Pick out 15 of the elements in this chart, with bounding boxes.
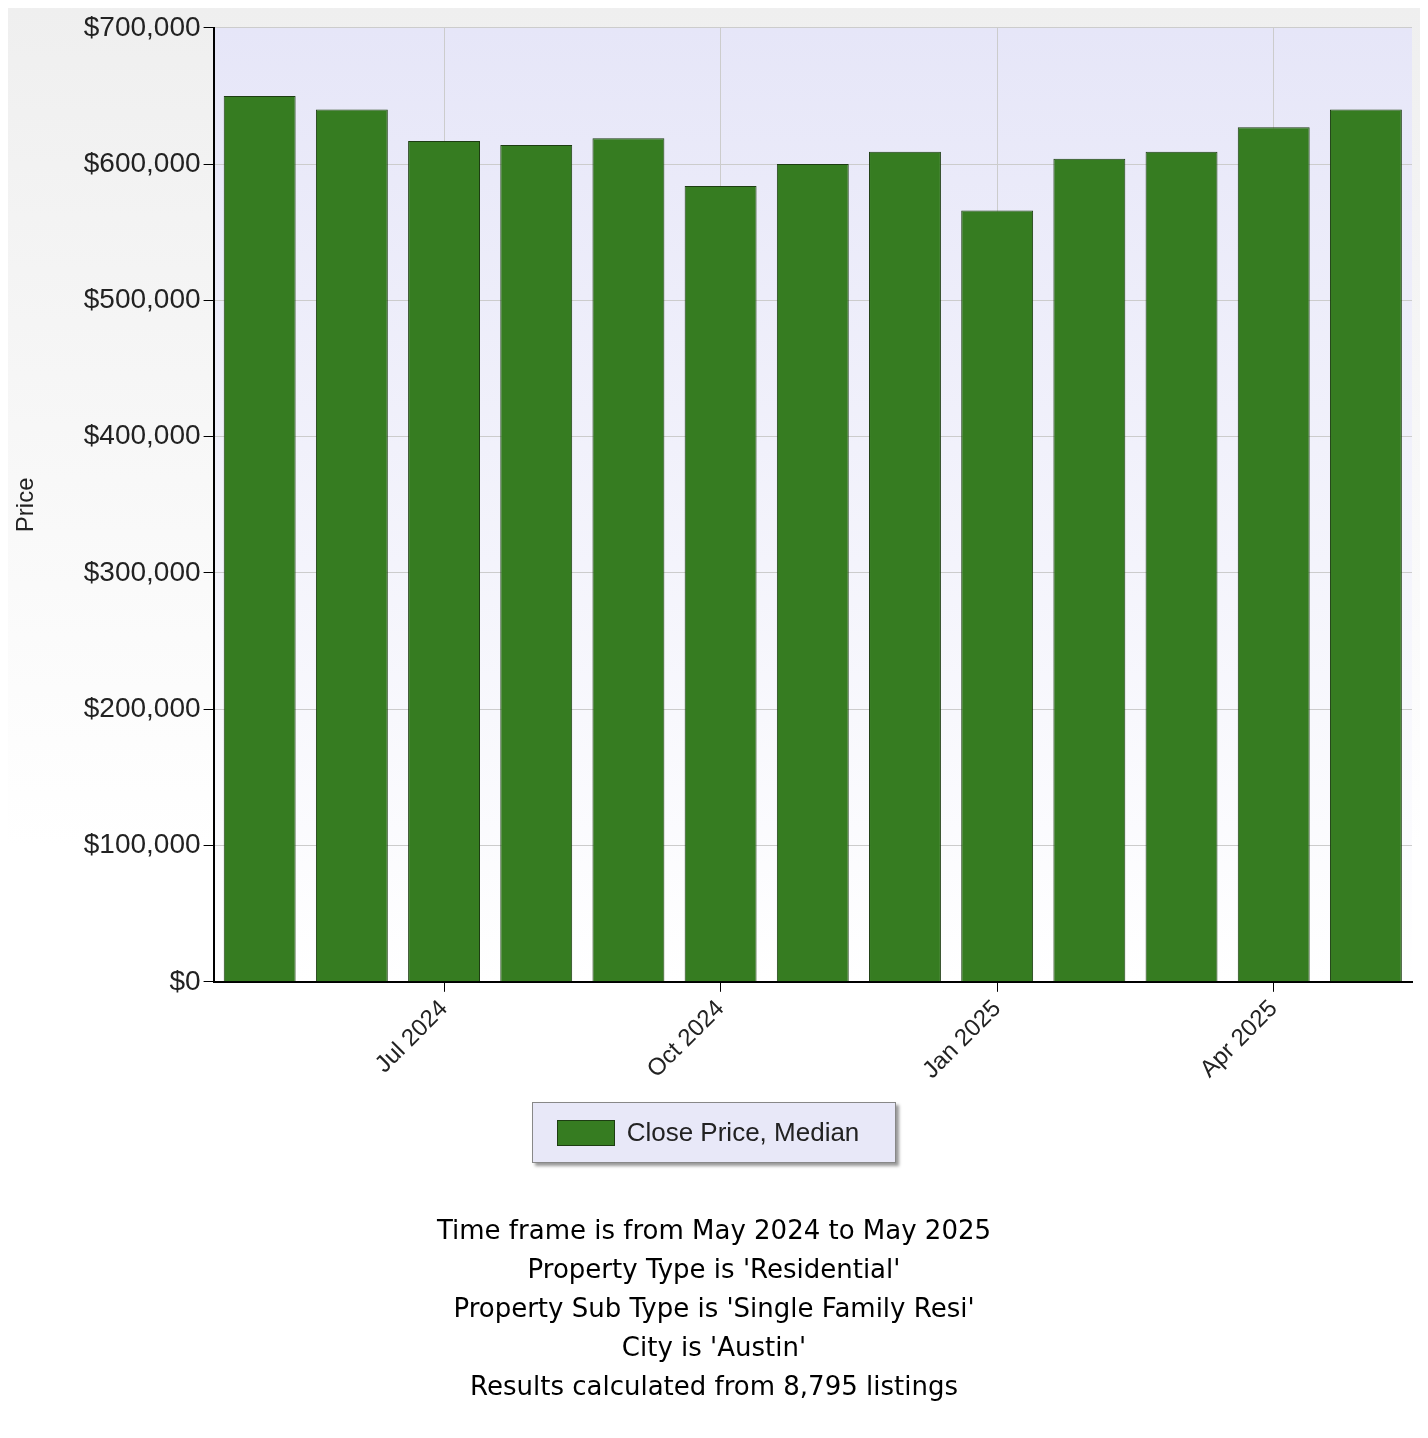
y-tick-label: $400,000 [83, 419, 201, 451]
y-axis-title: Price [11, 477, 39, 533]
y-tick-label: $600,000 [83, 146, 201, 178]
y-tick-label: $500,000 [83, 283, 201, 315]
y-tick-label: $100,000 [83, 828, 201, 860]
text: Time frame is from May 2024 to May 2025 [435, 1214, 993, 1247]
text: Property Type is 'Residential' [526, 1253, 902, 1286]
y-tick-label: $700,000 [83, 10, 201, 42]
y-tick-label: $0 [169, 964, 201, 996]
text: Close Price, Median [626, 1117, 860, 1148]
text: City is 'Austin' [620, 1331, 808, 1364]
y-tick-label: $300,000 [83, 555, 201, 587]
text: Results calculated from 8,795 listings [469, 1370, 959, 1403]
y-tick-label: $200,000 [83, 691, 201, 723]
text: Property Sub Type is 'Single Family Resi' [452, 1292, 976, 1325]
